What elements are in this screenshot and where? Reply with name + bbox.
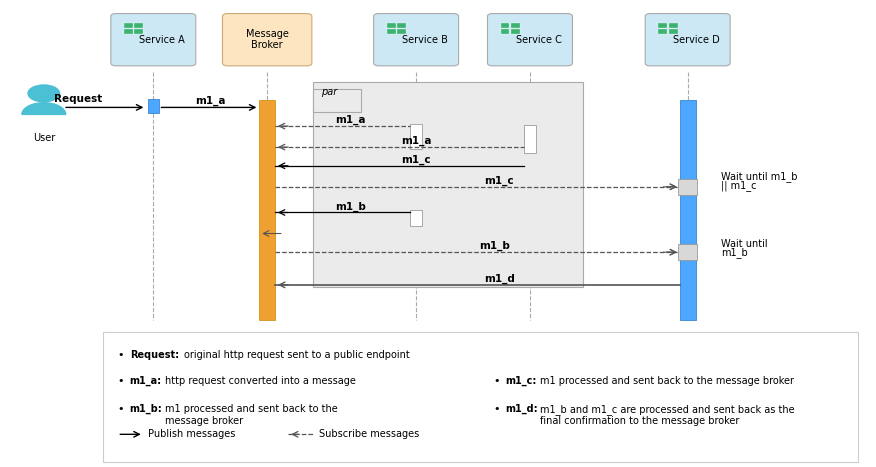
Text: m1_d:: m1_d: [505,404,538,414]
FancyBboxPatch shape [223,14,312,66]
Text: •: • [493,404,499,414]
Bar [512,29,520,34]
Text: Publish messages: Publish messages [148,429,236,439]
Bar [512,23,520,28]
Text: m1_b: m1_b [335,201,366,212]
Text: Service A: Service A [139,35,185,45]
Text: Subscribe messages: Subscribe messages [319,429,419,439]
Text: Wait until m1_b: Wait until m1_b [721,171,797,182]
Text: Request: Request [54,94,102,104]
Text: m1_c: m1_c [401,155,431,165]
Text: •: • [117,350,124,360]
Bar [669,29,678,34]
Text: m1_b and m1_c are processed and sent back as the
final confirmation to the messa: m1_b and m1_c are processed and sent bac… [540,404,795,426]
Text: par: par [321,87,338,97]
Text: m1_a: m1_a [401,136,431,146]
FancyBboxPatch shape [313,82,583,287]
Text: m1 processed and sent back to the message broker: m1 processed and sent back to the messag… [540,376,795,386]
Text: m1_b: m1_b [479,241,511,251]
FancyBboxPatch shape [487,14,573,66]
Bar [659,29,668,34]
Text: m1_c: m1_c [484,176,514,186]
Wedge shape [22,103,66,114]
Text: Service C: Service C [516,35,562,45]
Text: m1 processed and sent back to the
message broker: m1 processed and sent back to the messag… [165,404,337,425]
FancyBboxPatch shape [373,14,459,66]
Bar [524,125,536,153]
Bar [398,29,406,34]
Bar [135,29,144,34]
Text: || m1_c: || m1_c [721,180,757,191]
Text: User: User [32,133,55,143]
Text: m1_d: m1_d [484,274,515,284]
Bar [678,244,697,260]
Bar [680,100,696,320]
Bar [387,29,396,34]
FancyBboxPatch shape [645,14,731,66]
Bar [410,210,422,226]
Text: Request:: Request: [130,350,179,360]
Circle shape [28,85,60,102]
Text: m1_c:: m1_c: [505,376,537,386]
FancyBboxPatch shape [313,89,361,112]
Bar [124,29,133,34]
Bar [501,29,510,34]
FancyBboxPatch shape [110,14,195,66]
Text: http request converted into a message: http request converted into a message [165,376,356,386]
Bar [148,99,159,113]
FancyBboxPatch shape [103,332,858,462]
Bar [398,23,406,28]
Text: m1_b: m1_b [721,247,748,258]
Text: Message
Broker: Message Broker [246,29,288,50]
Bar [501,23,510,28]
Bar [387,23,396,28]
Text: Service D: Service D [673,35,720,45]
Bar [259,100,275,320]
Bar [135,23,144,28]
Bar [124,23,133,28]
Text: m1_b:: m1_b: [130,404,162,414]
Text: •: • [117,404,124,414]
Text: Service B: Service B [402,35,448,45]
Text: m1_a: m1_a [336,115,365,125]
Text: m1_a:: m1_a: [130,376,162,386]
Text: •: • [117,376,124,386]
Bar [669,23,678,28]
Bar [678,178,697,195]
Bar [410,124,422,149]
Text: Wait until: Wait until [721,239,767,249]
Bar [659,23,668,28]
Text: •: • [493,376,499,386]
Text: original http request sent to a public endpoint: original http request sent to a public e… [184,350,410,360]
Text: m1_a: m1_a [195,96,225,106]
